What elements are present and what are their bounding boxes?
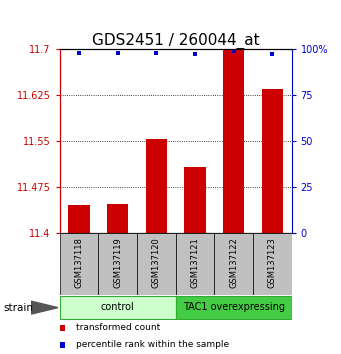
Bar xyxy=(107,204,128,233)
Text: GSM137118: GSM137118 xyxy=(74,237,84,288)
Polygon shape xyxy=(31,301,58,314)
Text: GSM137121: GSM137121 xyxy=(190,237,199,288)
Text: GSM137120: GSM137120 xyxy=(152,237,161,288)
Title: GDS2451 / 260044_at: GDS2451 / 260044_at xyxy=(92,33,260,49)
Bar xyxy=(98,233,137,295)
Bar xyxy=(262,89,283,233)
Text: strain: strain xyxy=(3,303,33,313)
Text: GSM137122: GSM137122 xyxy=(229,237,238,288)
Bar xyxy=(146,139,167,233)
Bar xyxy=(176,233,214,295)
Bar xyxy=(60,233,98,295)
Bar xyxy=(223,50,244,233)
Text: GSM137119: GSM137119 xyxy=(113,237,122,288)
Bar xyxy=(184,167,206,233)
Text: control: control xyxy=(101,302,134,312)
Bar xyxy=(137,233,176,295)
Bar xyxy=(60,296,176,319)
Text: TAC1 overexpressing: TAC1 overexpressing xyxy=(182,302,285,312)
Text: transformed count: transformed count xyxy=(76,323,160,332)
Bar xyxy=(68,205,90,233)
Bar xyxy=(253,233,292,295)
Bar xyxy=(214,233,253,295)
Bar xyxy=(176,296,292,319)
Text: percentile rank within the sample: percentile rank within the sample xyxy=(76,340,229,349)
Text: GSM137123: GSM137123 xyxy=(268,237,277,288)
